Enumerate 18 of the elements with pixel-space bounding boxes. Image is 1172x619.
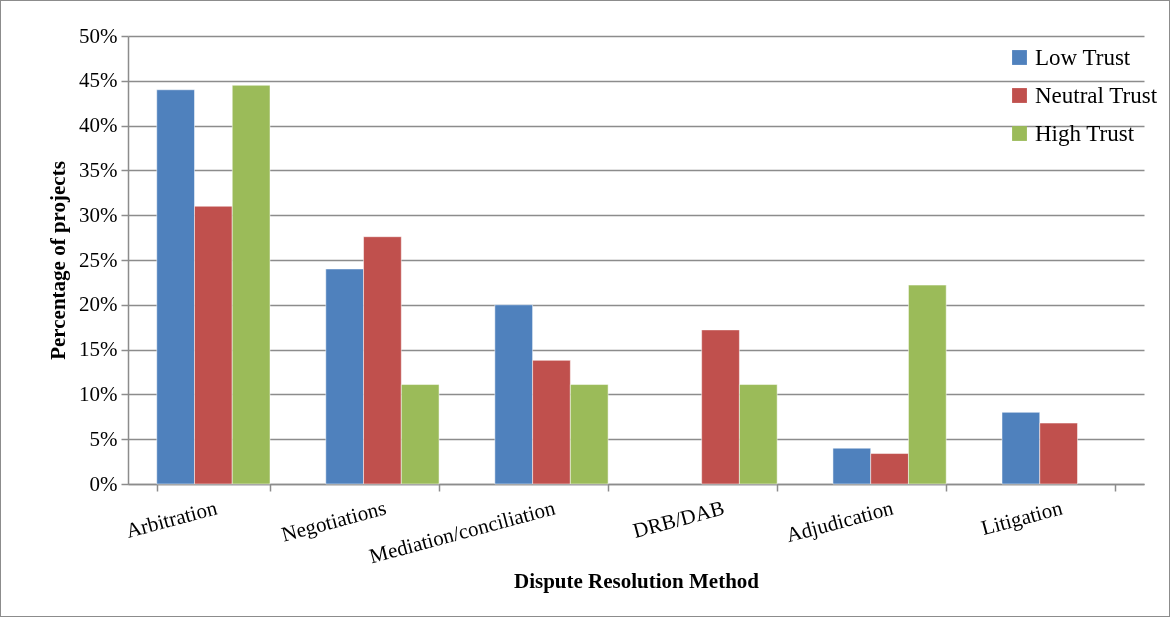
y-tick-label: 10% — [79, 381, 118, 406]
y-tick-label: 5% — [89, 426, 118, 451]
x-tick-label: Arbitration — [123, 495, 221, 543]
x-axis-title: Dispute Resolution Method — [513, 569, 760, 594]
y-tick-label: 0% — [89, 471, 118, 496]
y-tick-label: 20% — [79, 292, 118, 317]
legend-label: Low Trust — [1035, 44, 1131, 70]
x-tick-label: Litigation — [978, 495, 1066, 541]
y-tick-label: 35% — [79, 157, 118, 182]
y-tick-label: 15% — [79, 337, 118, 362]
y-tick-label: 40% — [79, 113, 118, 138]
y-tick-label: 45% — [79, 68, 118, 93]
legend-label: High Trust — [1035, 120, 1135, 146]
y-axis-title: Percentage of projects — [46, 161, 71, 360]
legend-label: Neutral Trust — [1035, 82, 1158, 108]
y-tick-label: 30% — [79, 202, 118, 227]
y-tick-label: 50% — [79, 23, 118, 48]
y-tick-label: 25% — [79, 247, 118, 272]
